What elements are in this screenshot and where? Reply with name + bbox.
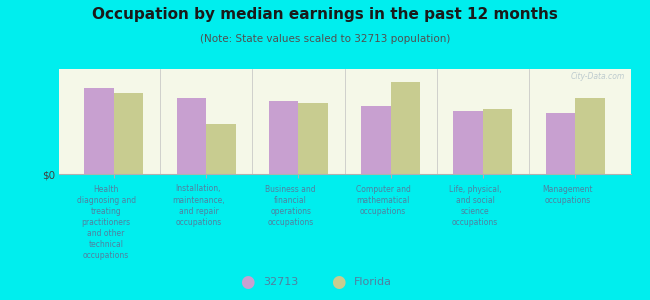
Text: (Note: State values scaled to 32713 population): (Note: State values scaled to 32713 popu… (200, 34, 450, 44)
Bar (453, 111, 483, 174)
Bar (483, 109, 512, 174)
Bar (177, 98, 206, 174)
Bar (391, 82, 420, 174)
Bar (84, 88, 114, 174)
Text: Life, physical,
and social
science
occupations: Life, physical, and social science occup… (449, 184, 502, 227)
Text: Business and
financial
operations
occupations: Business and financial operations occupa… (265, 184, 316, 227)
Text: Occupation by median earnings in the past 12 months: Occupation by median earnings in the pas… (92, 8, 558, 22)
Bar (545, 113, 575, 174)
Text: 32713: 32713 (263, 277, 298, 287)
Text: Florida: Florida (354, 277, 392, 287)
Text: ●: ● (240, 273, 254, 291)
Text: Health
diagnosing and
treating
practitioners
and other
technical
occupations: Health diagnosing and treating practitio… (77, 184, 136, 260)
Bar (361, 106, 391, 174)
Text: Management
occupations: Management occupations (542, 184, 593, 205)
Bar (114, 93, 144, 174)
Bar (206, 124, 236, 174)
Text: Installation,
maintenance,
and repair
occupations: Installation, maintenance, and repair oc… (172, 184, 225, 227)
Text: City-Data.com: City-Data.com (571, 72, 625, 81)
Bar (269, 100, 298, 174)
Text: ●: ● (331, 273, 345, 291)
Bar (575, 98, 604, 174)
Bar (298, 103, 328, 174)
Text: Computer and
mathematical
occupations: Computer and mathematical occupations (356, 184, 410, 216)
